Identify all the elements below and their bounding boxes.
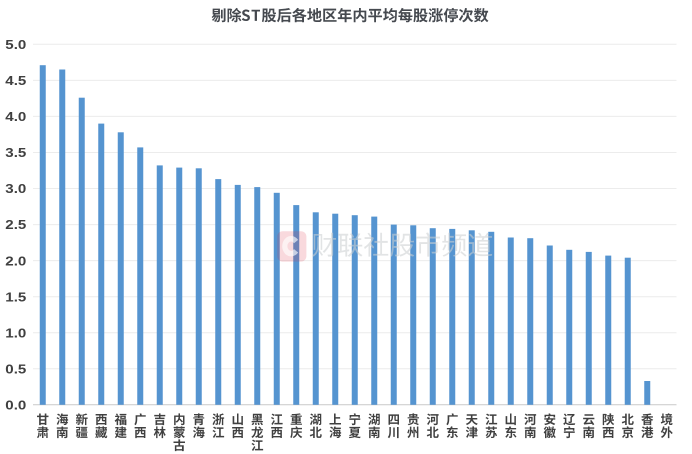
svg-text:3.0: 3.0 [5, 181, 26, 196]
svg-text:2.5: 2.5 [5, 217, 26, 232]
svg-text:5.0: 5.0 [5, 37, 26, 52]
svg-text:4.5: 4.5 [5, 73, 26, 88]
svg-text:3.5: 3.5 [5, 145, 26, 160]
svg-text:4.0: 4.0 [5, 109, 26, 124]
svg-text:0.5: 0.5 [5, 361, 26, 376]
svg-text:1.0: 1.0 [5, 325, 26, 340]
svg-text:0.0: 0.0 [5, 398, 26, 413]
svg-text:1.5: 1.5 [5, 289, 26, 304]
svg-text:2.0: 2.0 [5, 253, 26, 268]
